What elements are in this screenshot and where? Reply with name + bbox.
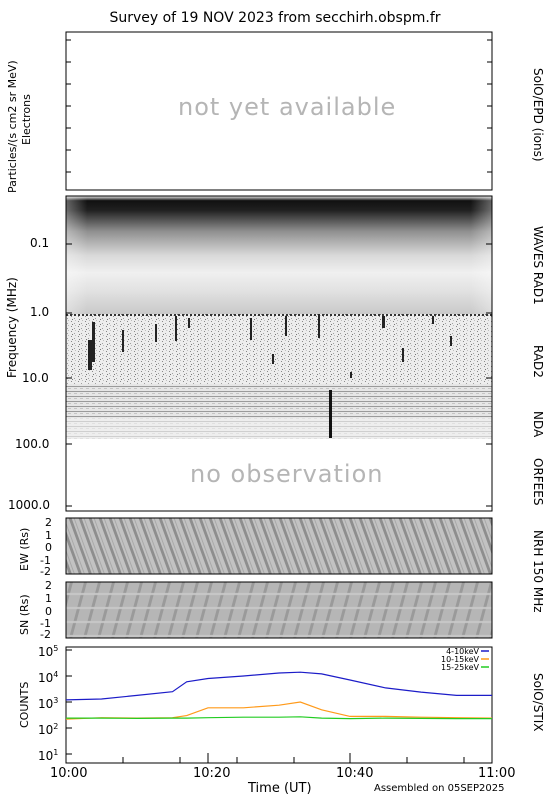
spectrogram-panel xyxy=(65,195,493,512)
radio-burst xyxy=(350,372,352,378)
x-tick-1020: 10:20 xyxy=(193,766,231,781)
ew-tick-1: 1 xyxy=(45,529,52,542)
stix-legend-label: 10-15keV xyxy=(441,655,480,664)
freq-tick-100.0: 100.0 xyxy=(15,437,50,451)
radio-burst xyxy=(122,330,124,352)
ew-tick-minus2: -2 xyxy=(40,565,51,578)
nrh-ew-frame xyxy=(65,517,493,575)
spectrogram-axis-ticks xyxy=(66,243,492,507)
radio-burst xyxy=(272,354,274,364)
counts-tick-1e1: 101 xyxy=(38,748,59,763)
radio-bursts xyxy=(88,314,452,438)
stix-axis-ticks xyxy=(66,649,465,763)
counts-tick-1e4: 104 xyxy=(38,670,59,685)
radio-burst xyxy=(402,348,404,362)
ew-tick-0: 0 xyxy=(45,541,52,554)
radio-burst xyxy=(285,316,287,336)
radio-burst xyxy=(382,316,385,328)
nrh-sn-frame xyxy=(65,581,493,639)
sn-tick-1: 1 xyxy=(45,592,52,605)
freq-tick-0.1: 0.1 xyxy=(30,236,50,250)
sn-tick-minus1: -1 xyxy=(40,617,51,630)
stix-series-2 xyxy=(66,716,492,720)
sn-tick-minus2: -2 xyxy=(40,628,51,641)
radio-burst xyxy=(250,318,252,340)
radio-burst xyxy=(155,324,157,342)
freq-tick-1000.0: 1000.0 xyxy=(8,498,50,512)
radio-burst xyxy=(432,316,434,324)
assembled-footer: Assembled on 05SEP2025 xyxy=(374,783,505,794)
radio-burst xyxy=(188,318,190,328)
stix-legend-label: 15-25keV xyxy=(441,663,480,672)
radio-burst xyxy=(450,336,452,346)
epd-panel-frame xyxy=(65,31,493,191)
waves-rad1-edge xyxy=(66,196,492,314)
x-tick-1000: 10:00 xyxy=(50,766,88,781)
counts-tick-1e3: 103 xyxy=(38,696,59,711)
freq-tick-10.0: 10.0 xyxy=(22,371,49,385)
nda-burst xyxy=(329,390,332,438)
counts-tick-1e2: 102 xyxy=(38,722,59,737)
ew-tick-minus1: -1 xyxy=(40,554,51,567)
freq-tick-1.0: 1.0 xyxy=(30,305,50,319)
counts-tick-1e5: 105 xyxy=(38,644,59,659)
stix-legend-label: 4-10keV xyxy=(446,647,479,656)
orfees-no-observation-message: no observation xyxy=(190,460,384,488)
radio-burst xyxy=(92,322,95,362)
nrh-sn-image xyxy=(66,582,492,638)
x-tick-1040: 10:40 xyxy=(336,766,374,781)
waves-rad2-image xyxy=(66,314,492,384)
x-tick-1100: 11:00 xyxy=(478,766,516,781)
sn-tick-2: 2 xyxy=(45,579,52,592)
epd-axis-ticks xyxy=(66,39,492,173)
epd-unavailable-message: not yet available xyxy=(178,93,397,121)
radio-burst xyxy=(318,314,320,338)
radio-burst xyxy=(88,340,92,370)
radio-burst xyxy=(175,316,177,341)
page-title: Survey of 19 NOV 2023 from secchirh.obsp… xyxy=(109,10,441,26)
nda-fade xyxy=(66,418,492,439)
stix-series-0 xyxy=(65,671,492,701)
stix-lines xyxy=(65,671,493,720)
nrh-ew-image xyxy=(66,518,492,574)
ew-tick-2: 2 xyxy=(45,516,52,529)
spectrogram-frame xyxy=(65,195,493,512)
x-axis-label: Time (UT) xyxy=(248,781,312,796)
sn-tick-0: 0 xyxy=(45,605,52,618)
